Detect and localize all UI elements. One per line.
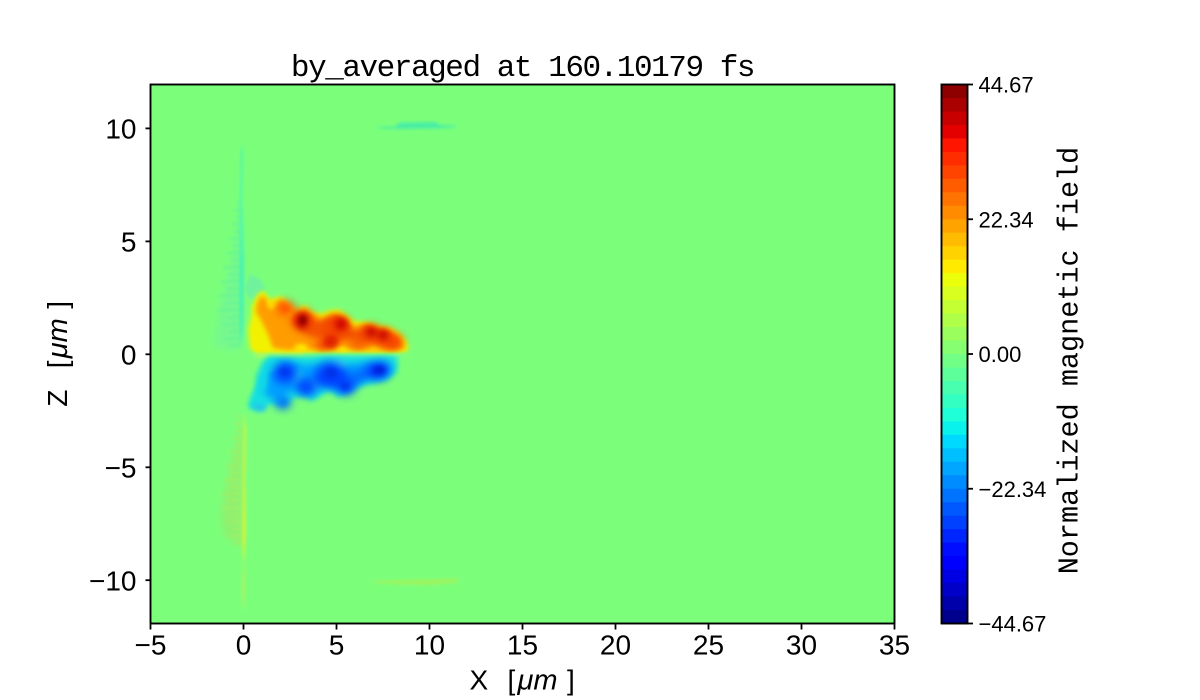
svg-text:−22.34: −22.34	[979, 477, 1047, 502]
svg-text:30: 30	[786, 630, 817, 661]
svg-text:10: 10	[414, 630, 445, 661]
svg-text:44.67: 44.67	[979, 73, 1034, 98]
svg-text:X: X	[470, 665, 489, 696]
svg-text:0: 0	[121, 340, 137, 371]
svg-text:20: 20	[600, 630, 631, 661]
svg-text:0.00: 0.00	[979, 342, 1022, 367]
svg-text:]: ]	[42, 301, 73, 309]
svg-text:by_averaged at 160.10179 fs: by_averaged at 160.10179 fs	[291, 51, 754, 86]
svg-text:Normalized magnetic field: Normalized magnetic field	[1054, 147, 1087, 575]
svg-text:μm: μm	[42, 318, 74, 359]
svg-text:[: [	[508, 665, 516, 696]
svg-text:−10: −10	[89, 565, 137, 596]
svg-text:−44.67: −44.67	[979, 612, 1047, 637]
svg-text:]: ]	[567, 665, 575, 696]
svg-text:25: 25	[693, 630, 724, 661]
svg-text:Z: Z	[42, 390, 73, 407]
svg-text:−5: −5	[135, 630, 167, 661]
svg-text:[: [	[42, 360, 73, 368]
svg-text:μm: μm	[517, 665, 558, 697]
svg-text:10: 10	[105, 114, 136, 145]
svg-text:15: 15	[507, 630, 538, 661]
svg-text:5: 5	[121, 227, 137, 258]
svg-text:5: 5	[329, 630, 345, 661]
svg-text:35: 35	[879, 630, 910, 661]
svg-text:−5: −5	[105, 453, 137, 484]
svg-text:0: 0	[236, 630, 252, 661]
svg-text:22.34: 22.34	[979, 207, 1034, 232]
